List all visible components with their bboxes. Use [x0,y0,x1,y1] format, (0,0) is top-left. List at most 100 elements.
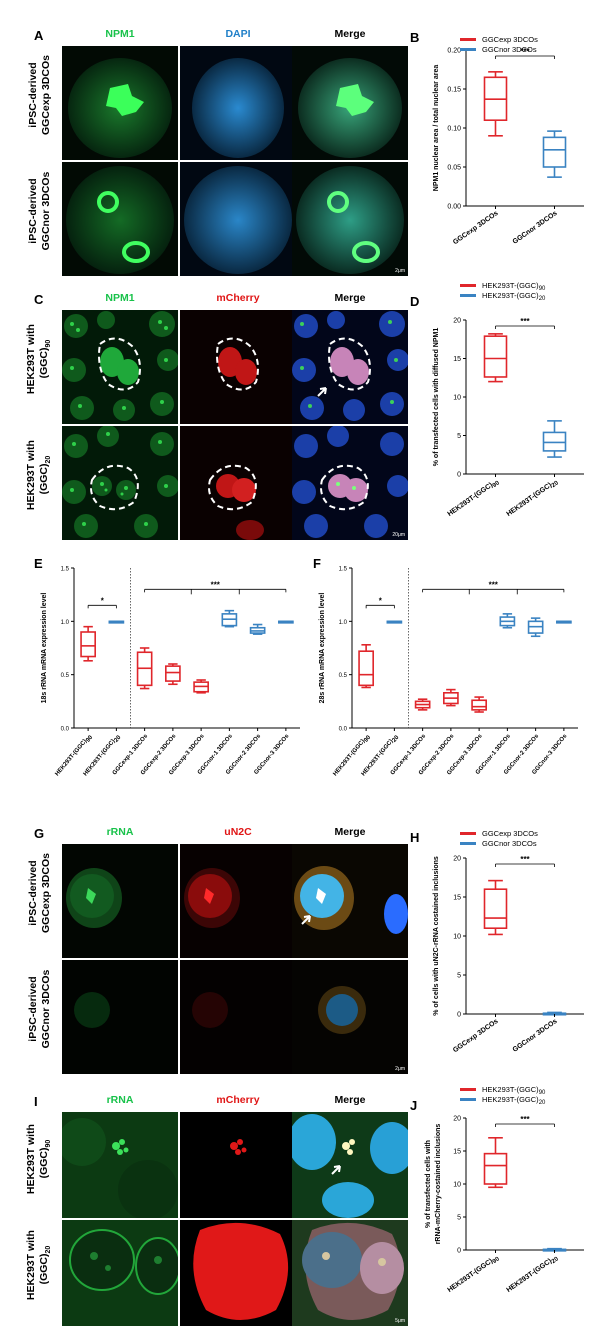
x-tick-label-j-base: HEK293T-(GGC) [446,1258,494,1294]
scale-bar-i: 5μm [395,1318,405,1324]
y-axis-label-j: % of transfected cells with [425,1140,432,1228]
sig-label-j: *** [520,1115,530,1124]
box-b-1 [542,130,567,178]
box-e-2 [136,647,153,690]
box-e-0 [80,625,96,662]
y-tick-label-b: 0.05 [447,165,461,172]
channel-label-rrna-i: rRNA [106,1094,134,1106]
box-f-2 [414,698,431,711]
row-label-a1: iPSC-derived GGCexp 3DCOs [27,55,52,135]
micrograph-a-dapi-exp [180,46,296,160]
micrograph-a-merge-nor: 2μm [292,162,408,276]
row-label-c1: HEK293T with (GGC)90 [24,324,53,395]
legend-swatch-j [460,1088,476,1091]
micrograph-g-rrna-nor [62,960,178,1074]
chart-d: 0 5 10 15 20 % of transfected cells with diff… [433,281,584,520]
box-e-6 [249,623,266,635]
x-tick-label-e-sub: 20 [114,734,123,743]
x-tick-label-d-base: HEK293T-(GGC) [446,482,494,518]
panel-letter-a: A [34,28,44,43]
micrograph-c-npm1-90 [62,310,178,424]
legend-label-d: HEK293T-(GGC)20 [482,291,546,302]
legend-label-h-base: GGCnor 3DCOs [482,839,537,848]
y-tick-label-f: 0.0 [339,727,348,733]
channel-label-merge-c: Merge [334,292,366,304]
legend-label-b-base: GGCexp 3DCOs [482,35,538,44]
x-tick-label-j-sub: 90 [492,1256,501,1265]
chart-h: 0 5 10 15 20 % of cells with uN2C-rRNA costai… [433,829,584,1054]
box-f-0 [358,644,374,689]
legend-swatch-d [460,284,476,287]
x-tick-label-h: GGCnor 3DCOs [512,1018,559,1054]
x-tick-label-d: HEK293T-(GGC)90 [446,478,501,520]
channel-label-mcherry-i: mCherry [216,1094,260,1106]
row-label-i2: HEK293T with (GGC)20 [24,1230,53,1301]
x-tick-label-f-sub: 90 [363,734,372,743]
y-tick-label-h: 5 [457,973,461,980]
y-tick-label-b: 0.20 [447,48,461,55]
legend-label-j: HEK293T-(GGC)90 [482,1085,546,1096]
box-body [483,335,508,378]
y-tick-label-d: 0 [457,472,461,479]
channel-label-dapi: DAPI [225,28,251,40]
legend-label-j-base: HEK293T-(GGC) [482,1085,539,1094]
x-tick-label-d: HEK293T-(GGC)20 [505,478,560,520]
micrograph-g-merge-exp [292,844,408,958]
legend-label-j: HEK293T-(GGC)20 [482,1095,546,1106]
legend-label-d-base: HEK293T-(GGC) [482,281,539,290]
x-tick-label-b: GGCnor 3DCOs [512,210,559,246]
panel-letter-g: G [34,826,45,841]
x-tick-label-d-base: HEK293T-(GGC) [505,482,553,518]
channel-label-npm1-c: NPM1 [105,292,135,304]
micrograph-g-merge-nor: 2μm [292,960,408,1074]
micrograph-i-rrna-20 [62,1220,178,1326]
panel-letter-h: H [410,830,420,845]
sig-label-f: * [379,596,383,605]
y-tick-label-j: 5 [457,1215,461,1222]
micrograph-c-mcherry-20 [180,426,296,540]
legend-label-d-base: HEK293T-(GGC) [482,291,539,300]
y-axis-label-b: NPM1 nuclear area / total nuclear area [433,65,440,192]
box-f-1 [386,620,403,624]
legend-label-d: HEK293T-(GGC)90 [482,281,546,292]
scale-bar-c: 20μm [392,532,405,538]
x-tick-label-j: HEK293T-(GGC)90 [446,1254,501,1296]
panel-letter-f: F [313,556,321,571]
micrograph-g-un2c-exp [180,844,296,958]
box-h-0 [483,879,508,936]
y-axis-label-h: % of cells with uN2C-rRNA costained incl… [433,856,440,1016]
box-d-0 [483,333,508,383]
row-label-g2: iPSC-derived GGCnor 3DCOs [27,969,52,1049]
sig-label-f: *** [489,580,499,589]
y-tick-label-b: 0.10 [447,126,461,133]
y-tick-label-j: 10 [453,1182,461,1189]
chart-b: 0.00 0.05 0.10 0.15 0.20 NPM1 nuclear area / … [433,35,584,246]
chart-e: 0.0 0.5 1.0 1.5 18s rRNA mRNA expression lev… [41,567,300,777]
box-j-0 [483,1136,508,1189]
channel-label-merge: Merge [334,28,366,40]
legend-label-b: GGCnor 3DCOs [482,45,537,54]
legend-label-j-base: HEK293T-(GGC) [482,1095,539,1104]
box-f-3 [443,688,459,707]
y-tick-label-d: 20 [453,318,461,325]
box-body [358,650,374,687]
legend-swatch-d [460,294,476,297]
y-tick-label-e: 1.5 [61,567,70,573]
micrograph-c-npm1-20 [62,426,178,540]
y-axis-label-f: 28s rRNA mRNA expression level [319,593,326,704]
box-e-5 [221,609,238,628]
x-tick-label-j: HEK293T-(GGC)20 [505,1254,560,1296]
y-tick-label-d: 15 [453,356,461,363]
micrograph-c-merge-20: 20μm [292,426,408,540]
legend-swatch-b [460,38,476,41]
x-tick-label-j-sub: 20 [551,1256,560,1265]
channel-label-un2c-g: uN2C [224,826,252,838]
y-tick-label-h: 0 [457,1012,461,1019]
box-f-6 [527,617,544,638]
x-tick-label-f-sub: 20 [392,734,401,743]
y-tick-label-d: 10 [453,395,461,402]
sig-label-e: * [101,596,105,605]
y-axis-label-j: rRNA-mCherry-costained inclusions [435,1124,442,1245]
legend-swatch-b [460,48,476,51]
y-tick-label-h: 15 [453,895,461,902]
